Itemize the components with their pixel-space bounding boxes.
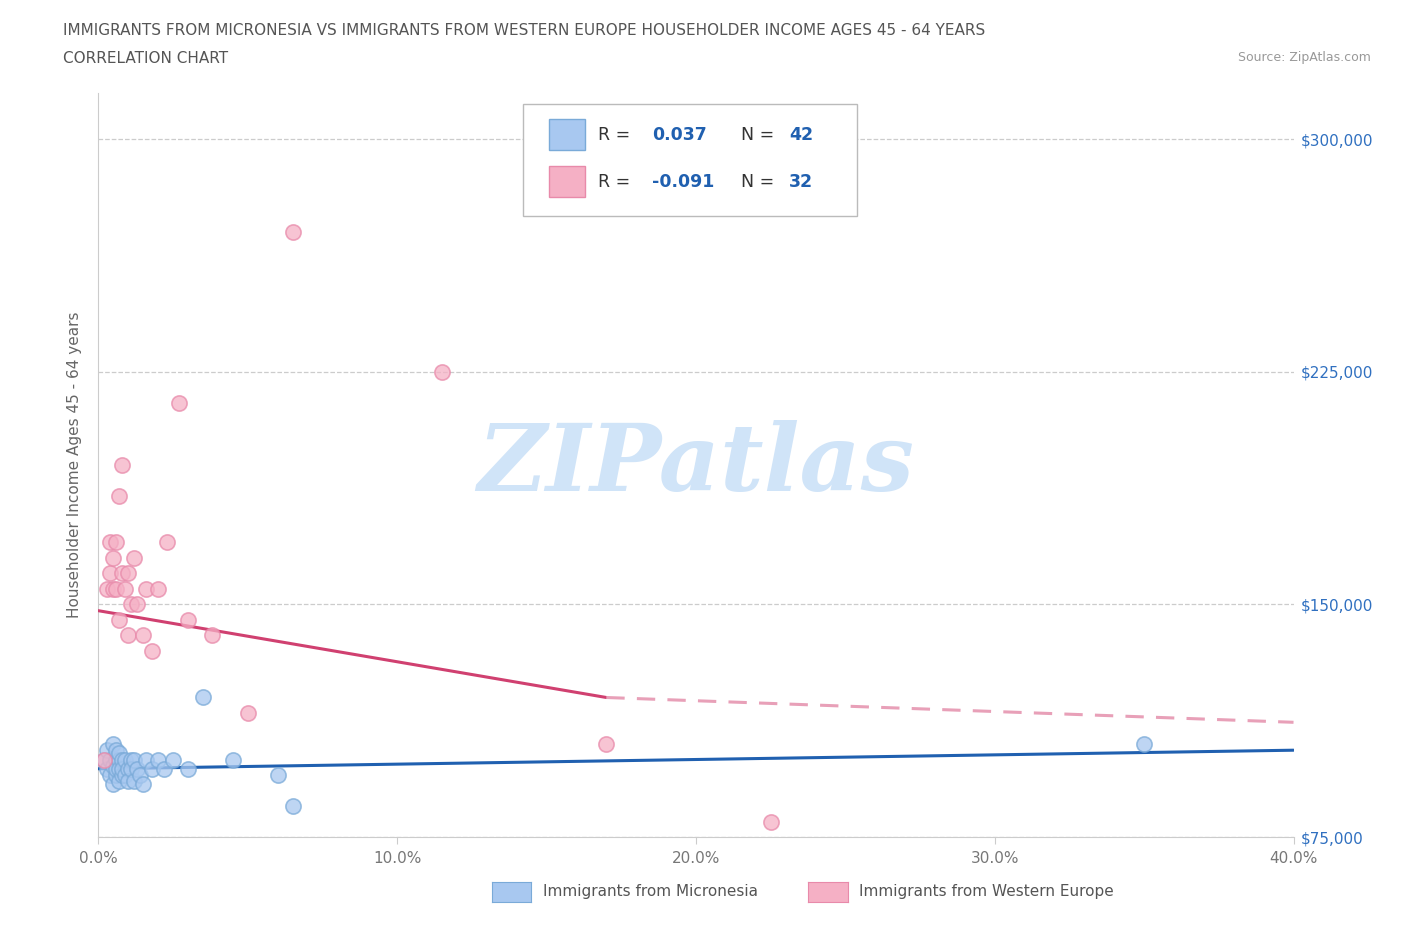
Point: [1133, 737, 1156, 751]
Point: [132, 628, 155, 643]
Point: [105, 535, 128, 550]
Point: [148, 752, 170, 767]
Point: [108, 488, 131, 503]
Text: R =: R =: [598, 173, 630, 191]
Point: [132, 777, 155, 791]
Point: [162, 752, 184, 767]
Point: [124, 774, 146, 789]
Point: [103, 777, 125, 791]
Point: [103, 758, 125, 773]
Text: Immigrants from Micronesia: Immigrants from Micronesia: [543, 884, 758, 899]
FancyBboxPatch shape: [548, 119, 585, 151]
Point: [108, 774, 131, 789]
Point: [105, 767, 128, 782]
Text: ZIPatlas: ZIPatlas: [478, 420, 914, 510]
Point: [96, 581, 118, 596]
Point: [148, 581, 170, 596]
Point: [167, 395, 190, 410]
Point: [141, 762, 163, 777]
Point: [120, 597, 142, 612]
Point: [98, 767, 122, 782]
FancyBboxPatch shape: [548, 166, 585, 197]
Point: [111, 767, 134, 782]
Point: [135, 581, 157, 596]
Point: [108, 613, 131, 628]
Point: [105, 752, 128, 767]
Text: 32: 32: [789, 173, 813, 191]
Text: N =: N =: [741, 173, 775, 191]
Point: [111, 566, 134, 581]
Point: [124, 551, 146, 565]
Text: 42: 42: [789, 126, 813, 143]
Point: [124, 752, 146, 767]
Point: [222, 752, 245, 767]
Point: [117, 628, 139, 643]
Point: [191, 690, 214, 705]
Point: [93, 752, 115, 767]
Point: [105, 743, 128, 758]
Point: [120, 762, 142, 777]
FancyBboxPatch shape: [523, 104, 858, 216]
Y-axis label: Householder Income Ages 45 - 64 years: Householder Income Ages 45 - 64 years: [67, 312, 83, 618]
Point: [129, 767, 152, 782]
Point: [120, 752, 142, 767]
Point: [98, 535, 122, 550]
Point: [111, 458, 134, 472]
Text: R =: R =: [598, 126, 630, 143]
Point: [117, 774, 139, 789]
Point: [108, 746, 131, 761]
Text: 0.037: 0.037: [652, 126, 706, 143]
Point: [114, 752, 136, 767]
Text: -0.091: -0.091: [652, 173, 714, 191]
Text: Source: ZipAtlas.com: Source: ZipAtlas.com: [1237, 51, 1371, 64]
Point: [93, 752, 115, 767]
Point: [98, 566, 122, 581]
Point: [177, 613, 200, 628]
Point: [98, 752, 122, 767]
Point: [103, 581, 125, 596]
Point: [103, 551, 125, 565]
Point: [236, 706, 259, 721]
Point: [96, 743, 118, 758]
Point: [153, 762, 176, 777]
Point: [281, 799, 304, 814]
Point: [111, 762, 134, 777]
Text: Immigrants from Western Europe: Immigrants from Western Europe: [859, 884, 1114, 899]
Point: [177, 762, 200, 777]
Point: [267, 767, 290, 782]
Point: [117, 566, 139, 581]
Point: [127, 762, 149, 777]
Point: [430, 365, 453, 379]
Text: IMMIGRANTS FROM MICRONESIA VS IMMIGRANTS FROM WESTERN EUROPE HOUSEHOLDER INCOME : IMMIGRANTS FROM MICRONESIA VS IMMIGRANTS…: [63, 23, 986, 38]
Point: [114, 581, 136, 596]
Point: [141, 644, 163, 658]
Point: [105, 762, 128, 777]
Point: [108, 762, 131, 777]
Point: [201, 628, 224, 643]
Point: [117, 762, 139, 777]
Point: [103, 737, 125, 751]
Point: [108, 752, 131, 767]
Point: [96, 762, 118, 777]
Point: [311, 867, 333, 882]
Point: [127, 597, 149, 612]
Point: [114, 767, 136, 782]
Point: [135, 752, 157, 767]
Point: [105, 581, 128, 596]
Text: N =: N =: [741, 126, 775, 143]
Point: [281, 225, 304, 240]
Point: [156, 535, 179, 550]
Point: [595, 737, 617, 751]
Text: CORRELATION CHART: CORRELATION CHART: [63, 51, 228, 66]
Point: [111, 752, 134, 767]
Point: [759, 814, 782, 829]
